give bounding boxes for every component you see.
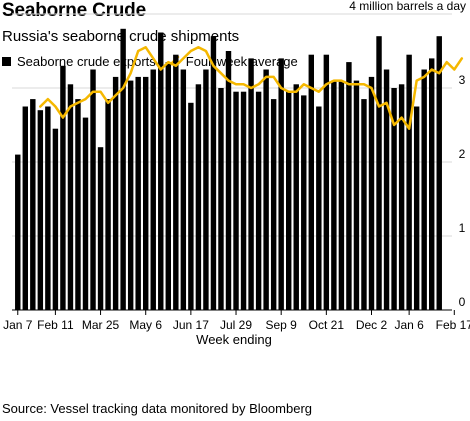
bar xyxy=(248,58,254,311)
bar xyxy=(436,36,442,310)
bar xyxy=(233,91,239,310)
y-tick-label: 3 xyxy=(459,73,466,87)
source-note: Source: Vessel tracking data monitored b… xyxy=(2,401,313,416)
y-tick-label: 2 xyxy=(459,147,466,161)
bar xyxy=(165,62,171,310)
average-line xyxy=(39,46,464,130)
x-tick-label: Mar 25 xyxy=(82,318,120,332)
bar xyxy=(429,58,435,311)
x-tick-label: Dec 2 xyxy=(356,318,388,332)
bar xyxy=(203,69,209,310)
bar xyxy=(331,80,337,310)
x-tick-label: Feb 11 xyxy=(37,318,74,332)
bar xyxy=(135,76,141,311)
bar xyxy=(376,36,382,310)
bar xyxy=(278,58,284,311)
bar xyxy=(406,54,412,311)
bar xyxy=(210,36,217,310)
x-tick-label: Jul 29 xyxy=(220,318,252,332)
bar xyxy=(421,69,427,310)
bar xyxy=(383,69,390,310)
bar xyxy=(97,147,104,310)
bar xyxy=(240,91,247,310)
bar xyxy=(361,99,367,310)
bar xyxy=(353,80,360,310)
bar xyxy=(105,99,111,310)
bar xyxy=(225,51,232,310)
bar xyxy=(391,88,397,310)
x-tick-label: Jun 17 xyxy=(173,318,209,332)
bar xyxy=(120,28,126,311)
chart-title: Seaborne Crude xyxy=(2,0,146,21)
bar xyxy=(158,32,164,310)
bar xyxy=(188,102,194,310)
bar xyxy=(67,84,74,310)
bar xyxy=(346,62,352,310)
y-tick-label: 0 xyxy=(459,295,466,309)
y-tick-label: 1 xyxy=(459,221,466,235)
bar xyxy=(180,69,187,310)
bar xyxy=(45,106,51,310)
x-tick-label: Feb 17 xyxy=(436,318,470,332)
bar xyxy=(293,84,299,310)
bar xyxy=(30,99,36,310)
bar xyxy=(286,91,292,310)
legend-bar-swatch xyxy=(2,57,11,66)
bar xyxy=(52,128,59,310)
bar xyxy=(15,154,21,310)
x-axis-label: Week ending xyxy=(196,332,272,347)
bar xyxy=(112,76,119,311)
bar xyxy=(338,80,345,310)
bar xyxy=(263,69,269,310)
bar xyxy=(218,88,224,310)
bar xyxy=(316,106,322,310)
bar xyxy=(398,84,405,310)
bar xyxy=(413,106,420,310)
bar xyxy=(308,54,314,311)
y-unit-label: 4 million barrels a day xyxy=(349,0,466,13)
bar xyxy=(22,106,28,310)
bar xyxy=(150,69,156,310)
bar xyxy=(127,80,134,310)
bar xyxy=(173,54,179,311)
bar xyxy=(37,110,44,310)
bar xyxy=(270,99,277,310)
x-tick-label: Jan 6 xyxy=(394,318,424,332)
bar xyxy=(255,91,262,310)
x-tick-label: Jan 7 xyxy=(3,318,33,332)
bar xyxy=(368,76,375,311)
x-tick-label: May 6 xyxy=(129,318,162,332)
x-tick-label: Oct 21 xyxy=(309,318,345,332)
bar xyxy=(60,65,66,310)
bar xyxy=(82,117,89,310)
bar xyxy=(301,95,307,311)
bar xyxy=(90,69,96,310)
bar xyxy=(75,99,81,310)
bar xyxy=(143,76,149,311)
x-tick-label: Sep 9 xyxy=(266,318,298,332)
bar xyxy=(323,54,330,311)
bar xyxy=(195,84,202,310)
